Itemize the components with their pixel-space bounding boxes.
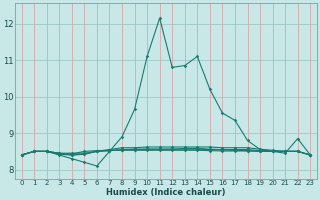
X-axis label: Humidex (Indice chaleur): Humidex (Indice chaleur) xyxy=(106,188,226,197)
